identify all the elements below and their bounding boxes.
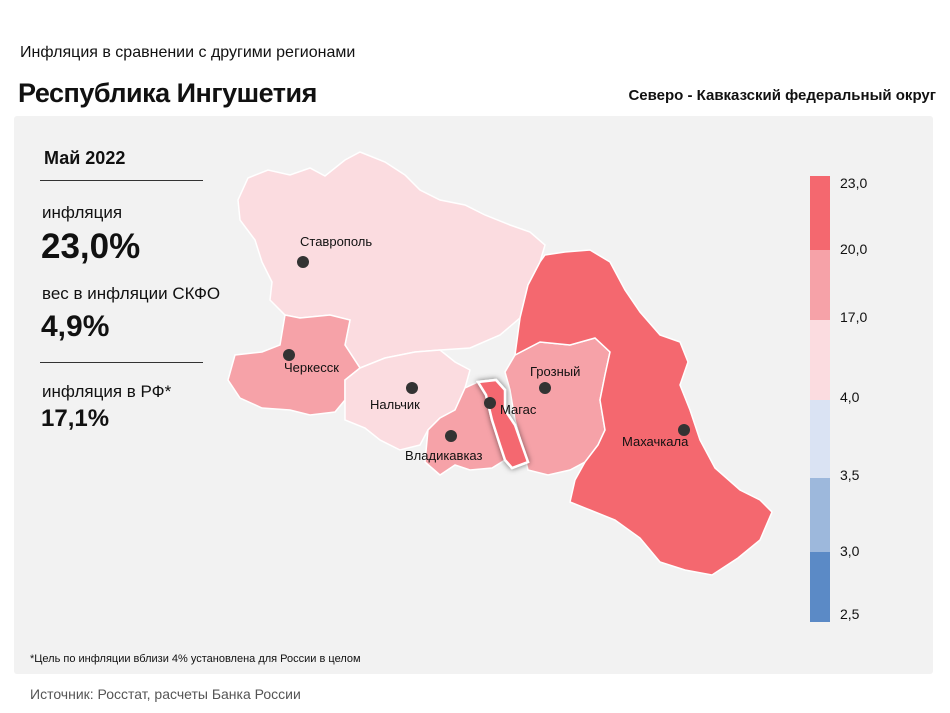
city-marker xyxy=(283,349,295,361)
inflation-label: инфляция xyxy=(42,203,123,222)
weight-label: вес в инфляции СКФО xyxy=(42,284,221,303)
city-stavropol: Ставрополь xyxy=(297,234,372,268)
legend-label: 23,0 xyxy=(840,175,867,191)
rf-inflation-value: 17,1% xyxy=(41,405,110,432)
city-vladikavkaz: Владикавказ xyxy=(405,430,483,463)
inflation-value: 23,0% xyxy=(41,227,141,266)
legend-bin xyxy=(810,552,830,622)
legend-label: 2,5 xyxy=(840,606,860,622)
page-title: Республика Ингушетия xyxy=(18,78,317,108)
source-note: Источник: Росстат, расчеты Банка России xyxy=(30,686,301,702)
city-marker xyxy=(484,397,496,409)
legend-label: 17,0 xyxy=(840,309,867,325)
city-label: Махачкала xyxy=(622,434,689,449)
color-legend: 23,0 20,0 17,0 4,0 3,5 3,0 2,5 xyxy=(810,175,867,622)
region-dagestan[interactable] xyxy=(514,249,773,576)
footnote: *Цель по инфляции вблизи 4% установлена … xyxy=(30,653,361,665)
city-label: Ставрополь xyxy=(300,234,372,249)
region-karachay-cherkessia[interactable] xyxy=(227,314,362,416)
page-subtitle: Инфляция в сравнении с другими регионами xyxy=(20,44,356,61)
city-marker xyxy=(297,256,309,268)
city-grozny: Грозный xyxy=(530,364,580,394)
city-marker xyxy=(539,382,551,394)
legend-bin xyxy=(810,478,830,552)
city-label: Нальчик xyxy=(370,397,420,412)
legend-label: 20,0 xyxy=(840,241,867,257)
rf-inflation-label: инфляция в РФ* xyxy=(42,382,172,401)
legend-bin xyxy=(810,320,830,400)
city-marker xyxy=(445,430,457,442)
legend-bin xyxy=(810,250,830,320)
period-label: Май 2022 xyxy=(44,148,126,168)
federal-district-label: Северо - Кавказский федеральный округ xyxy=(628,87,936,104)
city-label: Владикавказ xyxy=(405,448,483,463)
city-makhachkala: Махачкала xyxy=(622,424,690,449)
city-marker xyxy=(678,424,690,436)
city-marker xyxy=(406,382,418,394)
divider xyxy=(40,180,203,181)
city-cherkessk: Черкесск xyxy=(283,349,339,375)
city-nalchik: Нальчик xyxy=(370,382,420,412)
legend-bin xyxy=(810,176,830,250)
divider xyxy=(40,362,203,363)
legend-label: 3,5 xyxy=(840,467,860,483)
legend-label: 4,0 xyxy=(840,389,860,405)
city-label: Черкесск xyxy=(284,360,339,375)
city-magas: Магас xyxy=(484,397,537,417)
weight-value: 4,9% xyxy=(41,310,110,343)
city-label: Магас xyxy=(500,402,537,417)
city-label: Грозный xyxy=(530,364,580,379)
legend-bin xyxy=(810,400,830,478)
legend-label: 3,0 xyxy=(840,543,860,559)
